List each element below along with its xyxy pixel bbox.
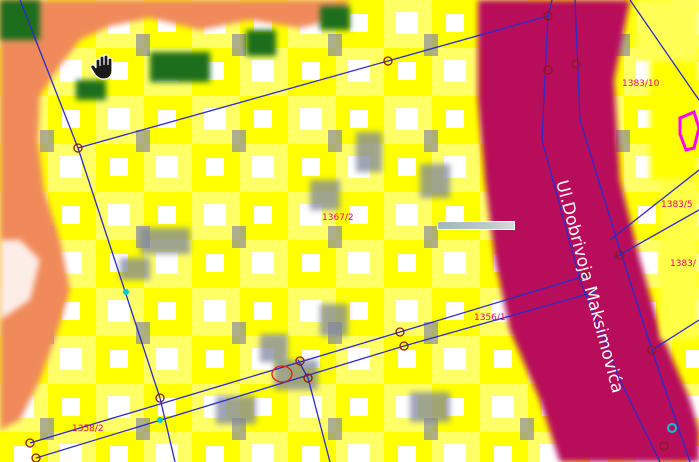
vegetation-patches xyxy=(0,0,350,100)
parcel-label-1383-5: 1383/5 xyxy=(661,200,693,210)
scale-bar-icon[interactable] xyxy=(437,221,515,230)
street-area xyxy=(478,0,699,462)
selected-feature-outline[interactable] xyxy=(678,109,699,152)
parcel-label-1383: 1383/ xyxy=(670,259,697,269)
control-points xyxy=(123,289,677,433)
building-shape xyxy=(0,0,350,430)
shadow-patches xyxy=(120,132,450,424)
parcel-label-1358-2: 1358/2 xyxy=(72,424,104,434)
parcel-label-1367-2: 1367/2 xyxy=(322,213,354,223)
right-side-parcels xyxy=(636,0,699,340)
parcel-boundaries xyxy=(19,0,699,462)
hand-pan-icon[interactable] xyxy=(88,52,118,82)
parcel-label-1356-1: 1356/1 xyxy=(474,313,506,323)
parcel-label-1383-10: 1383/10 xyxy=(622,79,660,89)
building-shape-edge xyxy=(0,240,40,320)
vertex-markers xyxy=(25,11,669,462)
